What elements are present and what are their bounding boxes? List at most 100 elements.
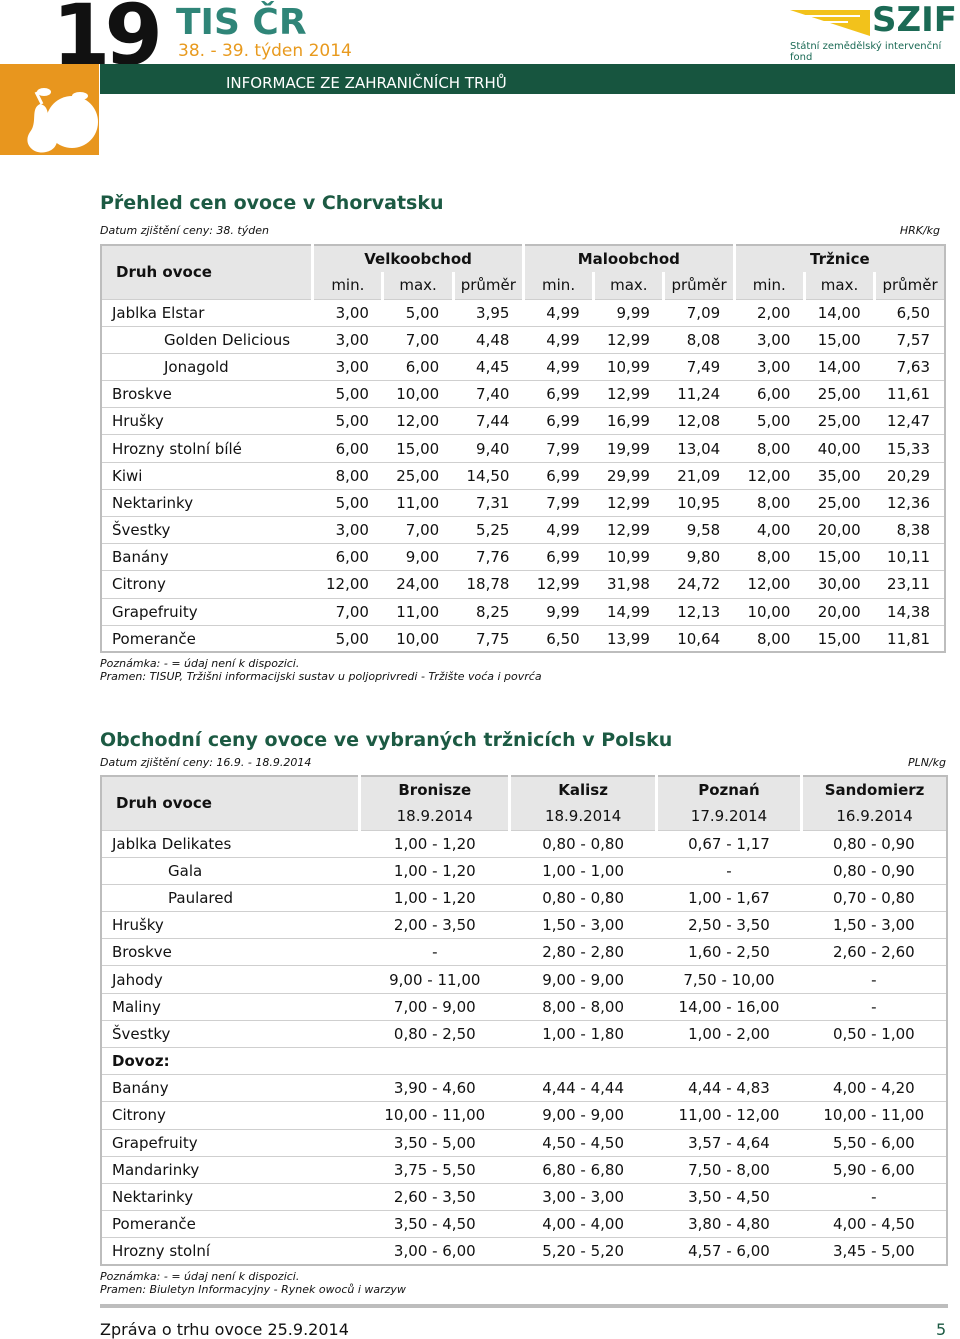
cell: 9,58 <box>663 515 735 544</box>
cell: 8,25 <box>453 597 524 626</box>
cell: 11,00 <box>382 597 454 626</box>
cell: 3,00 - 6,00 <box>359 1237 510 1265</box>
row-label: Grapefruity <box>101 597 313 626</box>
row: Maliny 7,00 - 9,00 8,00 - 8,00 14,00 - 16,0… <box>101 992 947 1021</box>
source: Pramen: TISUP, Tržišni informacijski sus… <box>100 670 542 683</box>
row-label: Gala <box>101 856 360 885</box>
table-body: Jablka Elstar 3,00 5,00 3,95 4,99 9,99 7,09 2,0… <box>101 298 945 653</box>
sub-header: min. <box>732 272 805 299</box>
cell: 3,57 - 4,64 <box>656 1128 802 1157</box>
cell: 14,38 <box>874 597 945 626</box>
cell: 5,25 <box>453 515 524 544</box>
cell: 5,00 <box>312 624 383 653</box>
logo-mark <box>790 10 870 36</box>
cell: 3,95 <box>453 298 524 327</box>
cell: 5,50 - 6,00 <box>801 1128 947 1157</box>
cell: 35,00 <box>804 461 875 490</box>
cell: 18,78 <box>453 570 524 599</box>
cell: 8,08 <box>663 325 735 354</box>
row-label: Hrozny stolní bílé <box>101 434 313 463</box>
cell: 3,00 <box>312 352 383 381</box>
cell: 7,00 <box>382 325 454 354</box>
cell: 15,00 <box>804 325 875 354</box>
cell: - <box>801 965 947 994</box>
cell: 15,00 <box>804 624 875 653</box>
unit: HRK/kg <box>899 224 940 237</box>
cell: 4,44 - 4,44 <box>509 1074 657 1102</box>
row: Hrušky 2,00 - 3,50 1,50 - 3,00 2,50 - 3,50 1… <box>101 911 947 939</box>
cell: 4,00 - 4,00 <box>509 1210 657 1238</box>
cell: 25,00 <box>382 461 454 490</box>
cell: 9,99 <box>593 298 664 327</box>
cell: 12,08 <box>663 407 735 435</box>
row-label: Hrušky <box>101 911 360 939</box>
date: Datum zjištění ceny: 38. týden <box>100 224 269 237</box>
group-header: Velkoobchod <box>311 245 524 272</box>
cell: 6,99 <box>523 407 594 435</box>
cell: 5,20 - 5,20 <box>509 1237 657 1265</box>
cell: 25,00 <box>804 380 875 408</box>
cell: 40,00 <box>804 434 875 463</box>
cell: 14,00 <box>804 352 875 381</box>
table-head: Druh ovoce Velkoobchod Maloobchod Tržnice mi… <box>101 245 945 299</box>
cell: 21,09 <box>663 461 735 490</box>
date: Datum zjištění ceny: 16.9. - 18.9.2014 <box>100 756 312 769</box>
row-header: Druh ovoce <box>101 776 360 830</box>
cell: 2,60 - 3,50 <box>359 1182 510 1211</box>
row-label: Citrony <box>101 1101 360 1130</box>
row: Nektarinky 5,00 11,00 7,31 7,99 12,99 10,95 8,0… <box>101 488 945 517</box>
cell: 9,40 <box>453 434 524 463</box>
cell: 1,50 - 3,00 <box>801 911 947 939</box>
cell: 2,80 - 2,80 <box>509 938 657 966</box>
cell: 1,60 - 2,50 <box>656 938 802 966</box>
cell: 20,00 <box>804 515 875 544</box>
row: Jonagold 3,00 6,00 4,45 4,99 10,99 7,49 3,00 14,… <box>101 352 945 381</box>
cell: 15,00 <box>382 434 454 463</box>
cell: 6,99 <box>523 543 594 571</box>
table-title: Přehled cen ovoce v Chorvatsku <box>100 192 444 214</box>
row-label: Nektarinky <box>101 488 313 517</box>
row: Banány 6,00 9,00 7,76 6,99 10,99 9,80 8,00 15,00… <box>101 543 945 571</box>
table-title: Obchodní ceny ovoce ve vybraných tržnicí… <box>100 729 673 751</box>
header-row: Druh ovoce Bronisze Kalisz Poznań Sandomierz <box>101 776 947 830</box>
footer-text: Zpráva o trhu ovoce 25.9.2014 <box>100 1320 349 1339</box>
cell: 6,00 <box>312 543 383 571</box>
cell: 12,99 <box>593 515 664 544</box>
cell: 7,50 - 8,00 <box>656 1155 802 1184</box>
cell: 13,04 <box>663 434 735 463</box>
table-body: Jablka Delikates 1,00 - 1,20 0,80 - 0,80 0,… <box>101 829 947 1265</box>
cell: 12,13 <box>663 597 735 626</box>
table-head: Druh ovoce Bronisze Kalisz Poznań Sandomierz… <box>101 776 947 830</box>
sub-header: průměr <box>873 272 945 299</box>
cell: 10,00 - 11,00 <box>359 1101 510 1130</box>
row: Grapefruity 7,00 11,00 8,25 9,99 14,99 12,13 10… <box>101 597 945 626</box>
cell: 10,00 <box>734 597 805 626</box>
cell: 1,00 - 1,20 <box>359 829 510 858</box>
market-date: 18.9.2014 <box>508 803 657 830</box>
week: 38. - 39. týden 2014 <box>178 41 352 61</box>
price-table: Druh ovoce Bronisze Kalisz Poznań Sandomierz… <box>100 775 948 1266</box>
cell: 8,38 <box>874 515 945 544</box>
cell: 6,50 <box>523 624 594 653</box>
row: Broskve 5,00 10,00 7,40 6,99 12,99 11,24 6,00 25… <box>101 380 945 408</box>
cell: 2,00 - 3,50 <box>359 911 510 939</box>
cell: 11,00 <box>382 488 454 517</box>
row: Jablka Elstar 3,00 5,00 3,95 4,99 9,99 7,09 2,0… <box>101 298 945 327</box>
cell: 4,44 - 4,83 <box>656 1074 802 1102</box>
cell: 0,80 - 0,90 <box>801 829 947 858</box>
cell: 14,50 <box>453 461 524 490</box>
cell: 4,99 <box>523 298 594 327</box>
cell: 0,80 - 0,90 <box>801 856 947 885</box>
cell: 4,99 <box>523 515 594 544</box>
cell: - <box>656 856 802 885</box>
row-label: Hrušky <box>101 407 313 435</box>
cell: 12,00 <box>734 461 805 490</box>
page-number: 5 <box>936 1320 947 1339</box>
note: Poznámka: - = údaj není k dispozici. <box>100 1270 300 1283</box>
cell: 9,00 - 11,00 <box>359 965 510 994</box>
cell: 6,99 <box>523 461 594 490</box>
sub-header: max. <box>592 272 664 299</box>
sub-header: průměr <box>451 272 524 299</box>
header-bar <box>100 64 955 94</box>
